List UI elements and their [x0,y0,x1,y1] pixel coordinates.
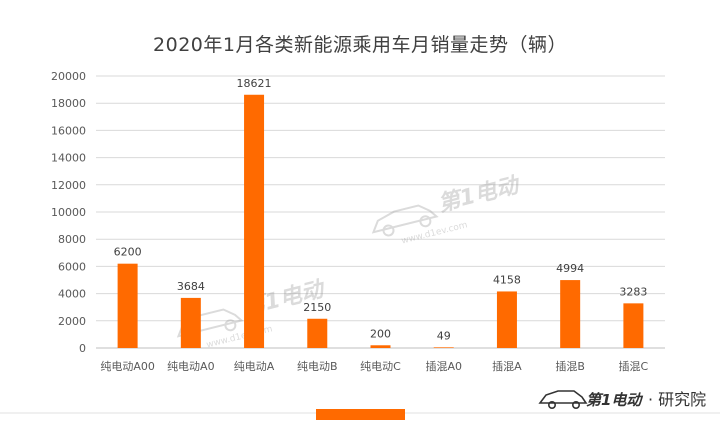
bar [370,345,391,348]
x-tick-label: 插混C [619,359,649,373]
y-tick-label: 16000 [51,124,86,137]
x-axis: 纯电动A00 纯电动A0 纯电动A 纯电动B 纯电动C 插混A0 插混A 插混B 插混C [100,359,648,373]
data-label: 2150 [303,301,331,314]
x-tick-label: 纯电动B [297,360,338,373]
y-tick-label: 20000 [51,70,86,83]
x-tick-label: 纯电动C [360,360,401,373]
x-tick-label: 插混B [555,359,585,373]
y-axis: 0 2000 4000 6000 8000 10000 12000 14000 16000 180… [51,70,86,355]
x-tick-label: 纯电动A [234,360,275,373]
brand-logo: 第1电动 · 研究院 [538,390,706,410]
y-tick-label: 4000 [58,288,86,301]
bar [244,94,265,349]
bar [433,347,454,348]
y-tick-label: 10000 [51,206,86,219]
car-logo-icon [538,390,588,404]
y-tick-label: 12000 [51,179,86,192]
x-tick-label: 纯电动A0 [167,360,215,373]
brand-suffix: · 研究院 [648,390,706,409]
watermark-url: www.d1ev.com [400,220,468,246]
brand-logo-text: 第1电动 [586,391,643,409]
data-labels: 6200 3684 18621 2150 200 49 4158 4994 3283 [114,77,648,343]
data-label: 4158 [493,273,521,286]
watermark-text: 第1电动 [436,172,524,218]
bar [180,297,201,348]
y-tick-label: 0 [79,342,86,355]
data-label: 4994 [556,262,584,275]
y-tick-label: 2000 [58,315,86,328]
data-label: 18621 [237,77,272,90]
y-tick-label: 8000 [58,233,86,246]
x-tick-label: 纯电动A00 [100,360,155,373]
bar [496,291,517,348]
data-label: 200 [370,327,391,340]
data-label: 3684 [177,280,205,293]
bar [623,303,644,348]
chart-title: 2020年1月各类新能源乘用车月销量走势（辆） [153,34,567,56]
data-label: 3283 [619,285,647,298]
y-tick-label: 14000 [51,152,86,165]
data-label: 49 [437,329,451,342]
y-tick-label: 6000 [58,260,86,273]
bar [117,263,138,348]
y-tick-label: 18000 [51,97,86,110]
x-tick-label: 插混A [492,359,522,373]
data-label: 6200 [114,246,142,259]
footer-accent-block [316,409,405,420]
bars [117,94,644,349]
bar [307,318,328,348]
x-tick-label: 插混A0 [425,359,462,373]
bar [560,280,581,348]
